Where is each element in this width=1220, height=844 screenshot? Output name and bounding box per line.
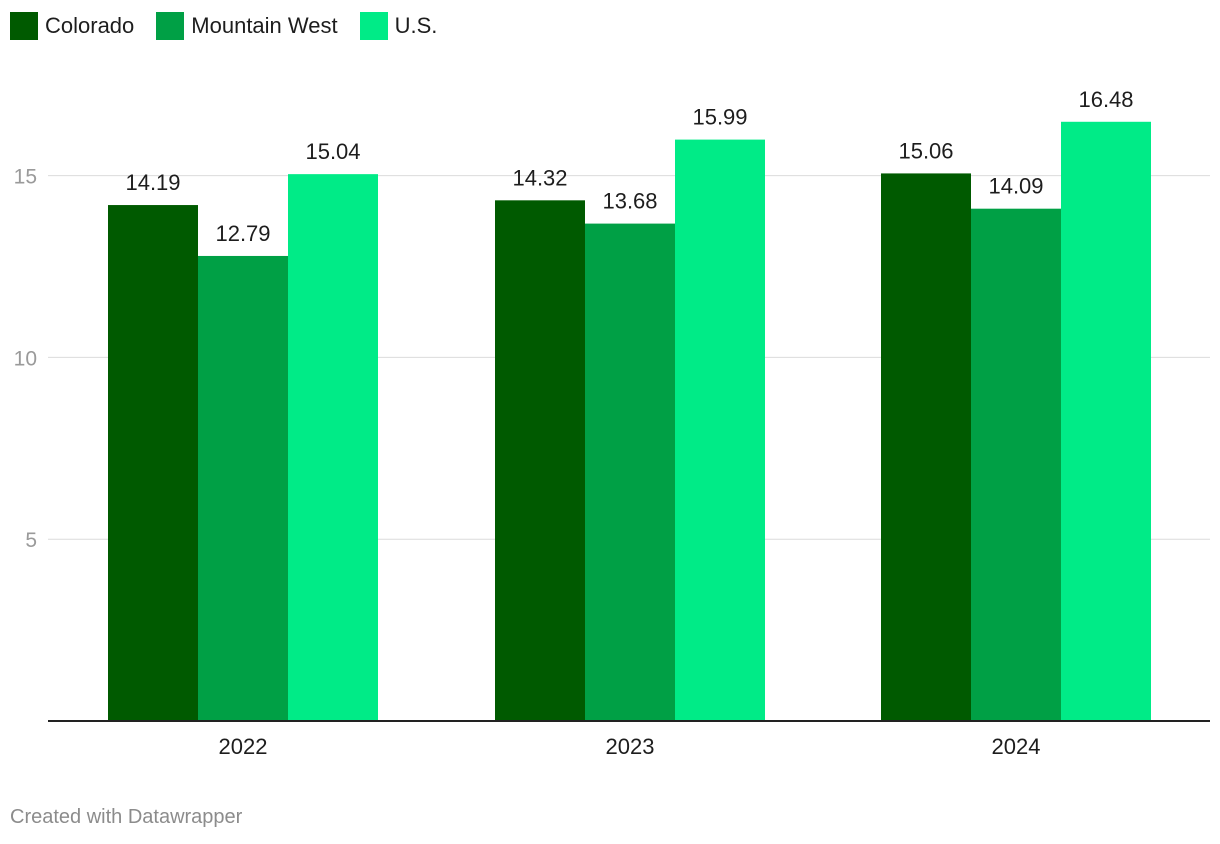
bar-mountain-west-2022 xyxy=(198,255,288,721)
datawrapper-credit: Created with Datawrapper xyxy=(10,806,243,828)
chart-legend: Colorado Mountain West U.S. xyxy=(10,12,459,40)
legend-item-us: U.S. xyxy=(359,12,438,40)
data-label-u-s-2024: 16.48 xyxy=(1078,87,1133,112)
bar-u-s-2024 xyxy=(1061,121,1151,721)
data-label-u-s-2022: 15.04 xyxy=(305,139,360,164)
data-label-mountain-west-2024: 14.09 xyxy=(988,174,1043,199)
x-tick-label-2022: 2022 xyxy=(219,734,268,759)
legend-swatch-us xyxy=(359,12,388,40)
legend-item-mountain-west: Mountain West xyxy=(156,12,338,40)
bar-colorado-2024 xyxy=(881,173,971,721)
data-label-u-s-2023: 15.99 xyxy=(692,105,747,130)
data-label-colorado-2024: 15.06 xyxy=(898,138,953,163)
data-label-colorado-2023: 14.32 xyxy=(512,165,567,190)
data-label-colorado-2022: 14.19 xyxy=(125,170,180,195)
y-tick-label-5: 5 xyxy=(25,529,37,552)
legend-swatch-colorado xyxy=(10,12,38,40)
bar-chart: 5 10 15 14.19 12.79 15.04 2022 14.32 13.68 15.99 2… xyxy=(14,87,1210,759)
x-tick-label-2023: 2023 xyxy=(606,734,655,759)
bar-mountain-west-2023 xyxy=(585,223,675,721)
legend-swatch-mountain-west xyxy=(156,12,185,40)
legend-label-us: U.S. xyxy=(394,13,438,38)
bar-colorado-2022 xyxy=(108,205,198,721)
y-tick-label-10: 10 xyxy=(14,347,37,370)
legend-label-colorado: Colorado xyxy=(45,13,135,38)
x-tick-label-2024: 2024 xyxy=(992,734,1041,759)
data-label-mountain-west-2022: 12.79 xyxy=(215,221,270,246)
bar-u-s-2022 xyxy=(288,174,378,721)
bar-u-s-2023 xyxy=(675,139,765,721)
legend-label-mountain-west: Mountain West xyxy=(191,13,338,38)
bar-mountain-west-2024 xyxy=(971,208,1061,721)
legend-item-colorado: Colorado xyxy=(10,12,134,40)
bar-colorado-2023 xyxy=(495,200,585,721)
data-label-mountain-west-2023: 13.68 xyxy=(602,189,657,214)
y-tick-label-15: 15 xyxy=(14,166,37,189)
